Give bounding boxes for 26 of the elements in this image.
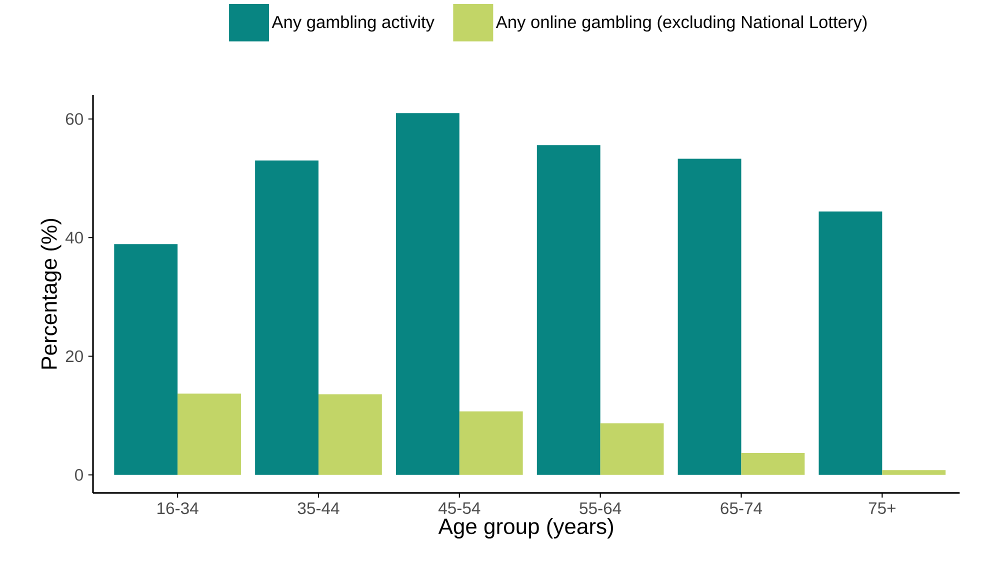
legend-label: Any gambling activity [272,15,434,32]
bar [741,452,805,475]
bar [536,145,600,475]
x-tick-label: 75+ [868,502,896,514]
bar [396,113,460,475]
bar [459,411,523,475]
bar [114,244,178,475]
bar [600,423,664,475]
bar [882,470,946,475]
x-tick-label: 55-64 [580,502,622,514]
bar [678,158,742,475]
y-tick-label: 40 [65,232,83,244]
x-tick-label: 16-34 [158,502,198,514]
y-tick-label: 0 [75,469,83,481]
y-axis-title: Percentage (%) [40,218,62,369]
bar [318,394,382,475]
x-tick-label: 65-74 [720,502,762,514]
y-tick-label: 20 [66,350,83,362]
bar [178,394,241,475]
bar [255,160,318,475]
x-tick-label: 45-54 [438,502,480,514]
x-axis-title: Age group (years) [438,518,613,538]
bar [818,212,882,475]
y-tick-label: 60 [66,113,83,125]
x-tick-label: 35-44 [298,502,340,514]
legend-label: Any online gambling (excluding National Lottery) [496,15,867,32]
